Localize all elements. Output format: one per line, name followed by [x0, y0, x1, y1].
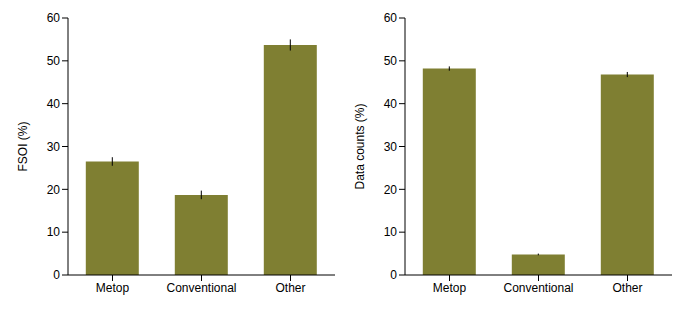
- svg-text:60: 60: [384, 11, 398, 25]
- svg-text:20: 20: [384, 183, 398, 197]
- svg-text:Other: Other: [275, 281, 305, 295]
- svg-text:10: 10: [47, 225, 61, 239]
- svg-text:0: 0: [53, 268, 60, 282]
- svg-text:Metop: Metop: [96, 281, 130, 295]
- svg-text:40: 40: [384, 97, 398, 111]
- svg-text:50: 50: [47, 54, 61, 68]
- svg-text:40: 40: [47, 97, 61, 111]
- svg-text:60: 60: [47, 11, 61, 25]
- svg-text:FSOI (%): FSOI (%): [16, 121, 30, 171]
- svg-text:30: 30: [384, 140, 398, 154]
- svg-text:20: 20: [47, 183, 61, 197]
- svg-text:50: 50: [384, 54, 398, 68]
- svg-text:10: 10: [384, 225, 398, 239]
- svg-text:Data counts (%): Data counts (%): [353, 103, 367, 189]
- svg-text:30: 30: [47, 140, 61, 154]
- svg-text:Metop: Metop: [433, 281, 467, 295]
- svg-text:Conventional: Conventional: [166, 281, 236, 295]
- svg-text:0: 0: [390, 268, 397, 282]
- svg-text:Conventional: Conventional: [503, 281, 573, 295]
- svg-text:Other: Other: [612, 281, 642, 295]
